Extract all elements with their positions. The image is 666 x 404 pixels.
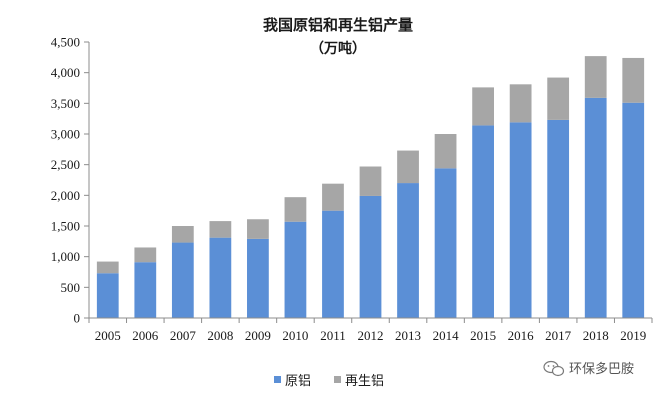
x-tick-label: 2009 (245, 328, 271, 343)
bar-recycled-2019 (622, 57, 645, 103)
y-tick-label: 4,000 (51, 65, 80, 80)
legend-swatch-recycled (334, 376, 341, 383)
x-tick-label: 2012 (358, 328, 384, 343)
bar-recycled-2013 (397, 150, 419, 184)
watermark: 环保多巴胺 (543, 360, 634, 377)
x-tick-label: 2008 (207, 328, 233, 343)
x-tick-label: 2005 (95, 328, 121, 343)
bar-recycled-2011 (322, 183, 344, 211)
x-tick-label: 2016 (508, 328, 535, 343)
bar-recycled-2008 (209, 221, 232, 238)
bar-primary-2013 (397, 183, 419, 318)
watermark-text: 环保多巴胺 (569, 361, 634, 377)
bar-recycled-2015 (472, 87, 494, 126)
bar-recycled-2007 (171, 226, 194, 243)
bars (96, 56, 645, 318)
legend-swatch-primary (274, 376, 281, 383)
bar-primary-2018 (584, 97, 607, 318)
x-tick-label: 2015 (470, 328, 496, 343)
bar-primary-2008 (209, 237, 232, 318)
y-axis: 0 500 1,000 1,500 2,000 2,500 3,000 3,500 4,000 4… (51, 35, 89, 326)
legend-label-recycled: 再生铝 (345, 374, 384, 389)
x-tick-label: 2006 (132, 328, 159, 343)
wechat-icon (543, 360, 565, 377)
legend-label-primary: 原铝 (285, 374, 311, 389)
bar-recycled-2016 (509, 84, 532, 123)
bar-primary-2016 (509, 122, 532, 318)
bar-primary-2017 (547, 119, 570, 318)
x-tick-label: 2018 (583, 328, 609, 343)
x-tick-label: 2011 (320, 328, 346, 343)
bar-recycled-2006 (134, 247, 157, 263)
x-axis: 2005 2006 2007 2008 2009 2010 2011 2012 2013 2014… (88, 318, 653, 343)
bar-primary-2006 (134, 262, 157, 318)
bar-primary-2012 (359, 195, 382, 318)
bar-primary-2010 (284, 221, 307, 318)
bar-recycled-2010 (284, 197, 307, 222)
bar-primary-2019 (622, 102, 645, 318)
x-tick-label: 2017 (545, 328, 572, 343)
y-tick-label: 2,000 (51, 188, 80, 203)
x-tick-label: 2007 (170, 328, 197, 343)
bar-primary-2007 (171, 242, 194, 318)
y-tick-label: 500 (61, 280, 81, 295)
chart-title: 我国原铝和再生铝产量 (263, 16, 413, 34)
bar-primary-2009 (247, 238, 269, 318)
bar-primary-2014 (434, 168, 457, 318)
bar-recycled-2012 (359, 166, 382, 196)
bar-recycled-2014 (434, 134, 457, 169)
x-tick-label: 2014 (433, 328, 460, 343)
x-tick-label: 2010 (282, 328, 308, 343)
y-tick-label: 1,500 (51, 219, 80, 234)
y-tick-label: 1,000 (51, 249, 80, 264)
y-tick-label: 0 (74, 311, 81, 326)
y-tick-label: 2,500 (51, 157, 80, 172)
legend: 原铝 再生铝 (274, 374, 384, 389)
bar-primary-2005 (96, 273, 119, 318)
bar-primary-2015 (472, 125, 494, 318)
x-tick-label: 2013 (395, 328, 421, 343)
bar-recycled-2005 (96, 261, 119, 274)
y-tick-label: 4,500 (51, 35, 80, 50)
bar-recycled-2009 (247, 219, 269, 239)
chart-subtitle: （万吨） (310, 40, 366, 57)
bar-recycled-2017 (547, 77, 570, 120)
bar-recycled-2018 (584, 56, 607, 98)
bar-primary-2011 (322, 210, 344, 318)
y-tick-label: 3,000 (51, 127, 80, 142)
y-tick-label: 3,500 (51, 96, 80, 111)
x-tick-label: 2019 (620, 328, 646, 343)
